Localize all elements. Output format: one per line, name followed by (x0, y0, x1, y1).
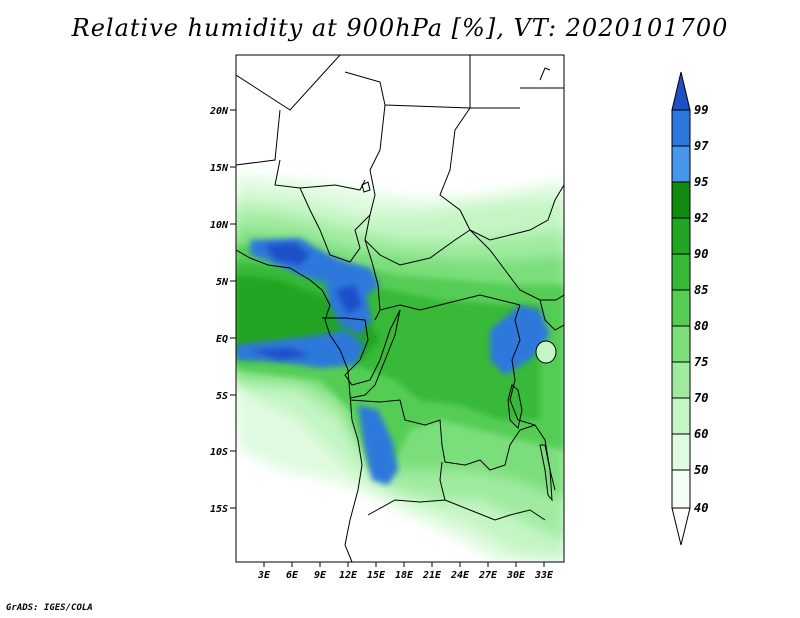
map-title: Relative humidity at 900hPa [%], VT: 202… (71, 14, 729, 42)
lon-label-18e: 18E (395, 570, 414, 581)
colorbar-label-85: 85 (694, 283, 708, 297)
colorbar-swatch-80 (671, 289, 691, 327)
rh-95-region-angola (358, 405, 398, 485)
political-borders (236, 55, 564, 562)
lake-tanganyika (507, 384, 523, 429)
colorbar-label-99: 99 (694, 103, 708, 117)
lat-label-5s: 5S (216, 391, 228, 402)
lat-label-10s: 10S (210, 447, 228, 458)
map-frame (235, 54, 565, 563)
colorbar-label-97: 97 (694, 139, 709, 153)
coastline-west-africa (236, 249, 363, 562)
colorbar-label-95: 95 (694, 175, 708, 189)
colorbar-swatch-50 (671, 433, 691, 471)
colorbar-label-90: 90 (694, 247, 708, 261)
colorbar-swatch-85 (671, 253, 691, 291)
lon-label-6e: 6E (286, 570, 299, 581)
lon-label-12e: 12E (339, 570, 358, 581)
border-zambia-south (444, 499, 546, 521)
lon-label-27e: 27E (478, 570, 498, 581)
colorbar (671, 71, 691, 546)
lat-label-20n: 20N (209, 106, 229, 117)
lake-malawi (539, 444, 553, 502)
border-car-drc (379, 294, 521, 311)
lon-label-9e: 9E (314, 570, 327, 581)
colorbar-label-92: 92 (694, 211, 708, 225)
colorbar-swatch-97 (671, 109, 691, 147)
lon-label-21e: 21E (422, 570, 442, 581)
border-congo-drc (349, 309, 401, 399)
grads-credit: GrADS: IGES/COLA (6, 603, 93, 613)
latitude-axis (230, 109, 236, 509)
colorbar-swatch-60 (671, 397, 691, 435)
colorbar-swatch-90 (671, 217, 691, 255)
colorbar-swatch-40 (671, 469, 691, 509)
border-libya-chad (236, 55, 471, 216)
border-south-sudan (469, 229, 564, 301)
border-drc-east (509, 304, 556, 491)
lon-label-33e: 33E (534, 570, 554, 581)
border-niger-chad (236, 109, 366, 191)
lat-label-5n: 5N (216, 277, 229, 288)
lat-label-15s: 15S (210, 504, 228, 515)
border-sudan (439, 107, 564, 241)
colorbar-label-50: 50 (694, 463, 708, 477)
lon-label-15e: 15E (367, 570, 386, 581)
lon-label-24e: 24E (450, 570, 470, 581)
border-nigeria-cameroon (299, 187, 371, 263)
colorbar-label-60: 60 (694, 427, 708, 441)
lake-victoria (535, 340, 557, 364)
border-cameroon-car (364, 239, 381, 321)
lake-chad (361, 181, 371, 193)
lon-label-3e: 3E (257, 570, 271, 581)
colorbar-label-40: 40 (694, 501, 708, 515)
colorbar-swatch-75 (671, 325, 691, 363)
lat-label-eq: EQ (216, 334, 228, 345)
lon-label-30e: 30E (506, 570, 526, 581)
lat-label-10n: 10N (210, 220, 229, 231)
colorbar-swatch-92 (671, 181, 691, 219)
colorbar-bottom-arrow (671, 507, 691, 546)
border-drc-angola (349, 399, 536, 471)
colorbar-swatch-95 (671, 145, 691, 183)
lat-label-15n: 15N (210, 163, 229, 174)
colorbar-label-70: 70 (694, 391, 708, 405)
border-angola-zambia (367, 461, 446, 516)
colorbar-label-80: 80 (694, 319, 708, 333)
humidity-field (236, 55, 564, 562)
colorbar-label-75: 75 (694, 355, 708, 369)
colorbar-swatch-70 (671, 361, 691, 399)
colorbar-top-arrow (671, 71, 691, 111)
border-uganda-kenya (539, 299, 564, 331)
longitude-axis (263, 562, 545, 567)
border-gabon-congo (322, 309, 401, 386)
